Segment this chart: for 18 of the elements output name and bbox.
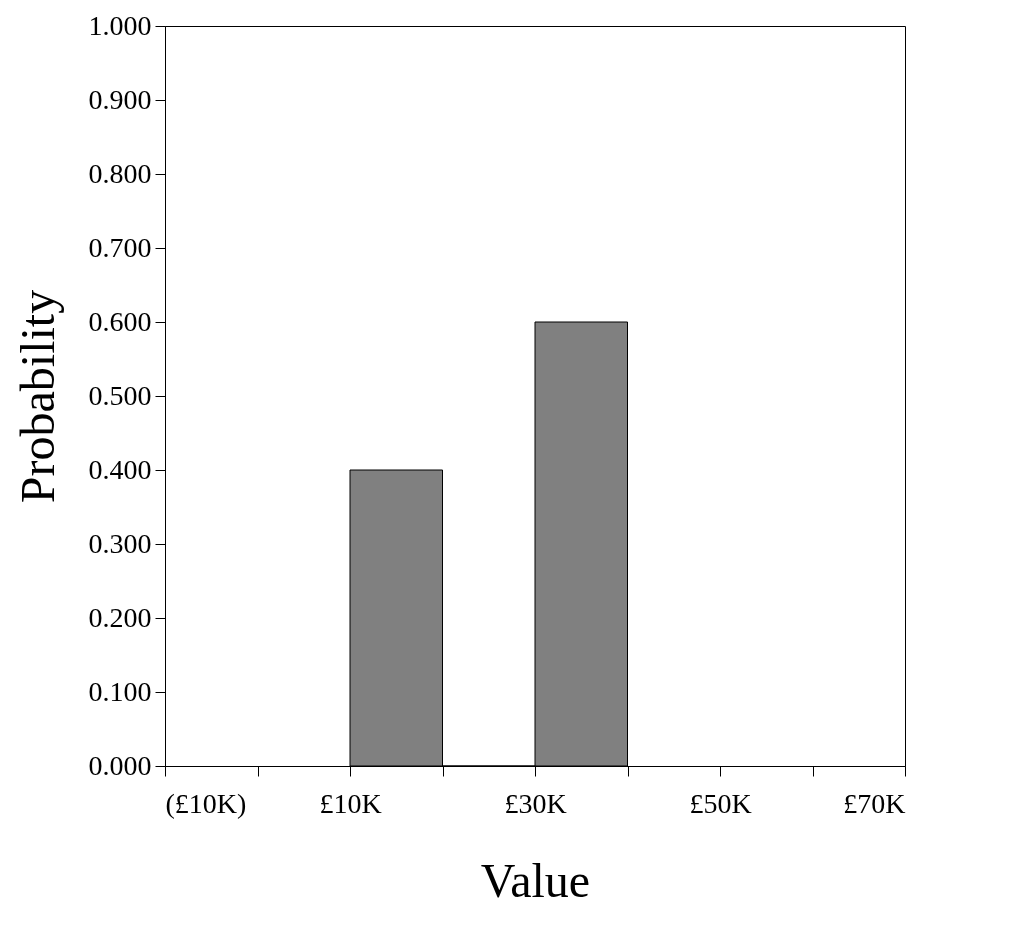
y-axis-title: Probability	[10, 289, 64, 504]
x-tick-label: £50K	[689, 787, 752, 819]
y-tick-label: 0.600	[88, 305, 152, 337]
y-tick-label: 0.900	[88, 83, 152, 115]
y-tick-label: 0.500	[88, 379, 152, 411]
y-tick-label: 0.100	[88, 675, 152, 707]
x-tick-label: £10K	[319, 787, 382, 819]
y-tick-label: 0.700	[88, 231, 152, 263]
x-tick-label: £70K	[843, 787, 906, 819]
y-tick-label: 0.000	[88, 749, 152, 781]
y-tick-label: 0.300	[88, 527, 152, 559]
y-tick-label: 0.800	[88, 157, 152, 189]
x-axis-title: Value	[480, 853, 591, 907]
x-tick-label: (£10K)	[165, 787, 247, 819]
y-tick-label: 0.200	[88, 601, 152, 633]
x-tick-label: £30K	[504, 787, 567, 819]
y-tick-label: 0.400	[88, 453, 152, 485]
y-tick-label: 1.000	[88, 9, 152, 41]
